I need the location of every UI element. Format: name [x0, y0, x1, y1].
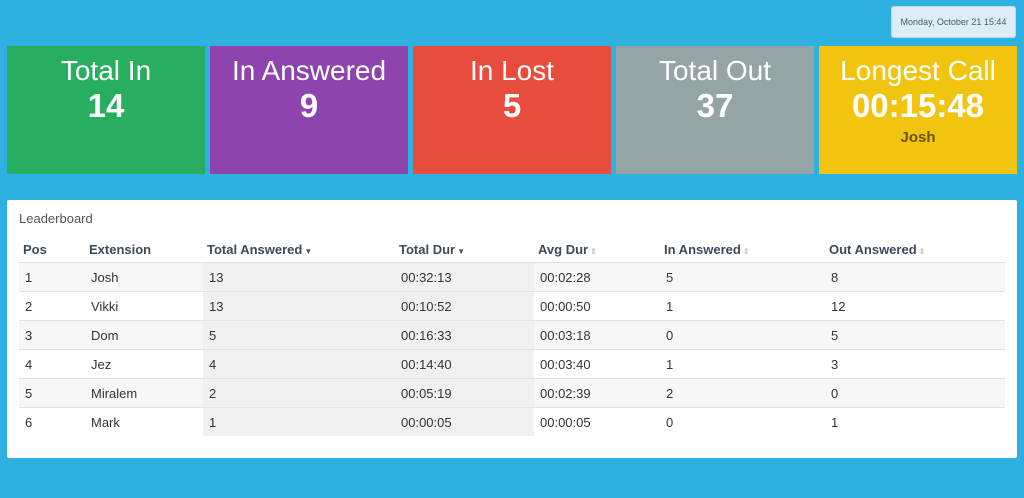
cell-in-answered: 0	[660, 407, 825, 436]
cell-pos: 6	[19, 407, 85, 436]
cell-total-answered: 13	[203, 262, 395, 292]
cell-pos: 1	[19, 262, 85, 292]
cell-out-answered: 0	[825, 378, 1005, 408]
table-row: 4 Jez 4 00:14:40 00:03:40 1 3	[19, 349, 1005, 379]
column-header-extension: Extension	[89, 241, 152, 257]
tile-total-out: Total Out 37	[616, 46, 814, 174]
cell-out-answered: 8	[825, 262, 1005, 292]
cell-extension: Dom	[85, 320, 203, 350]
tile-label: Longest Call	[840, 55, 996, 86]
cell-in-answered: 1	[660, 349, 825, 379]
tile-label: Total In	[60, 55, 152, 86]
tile-total-in: Total In 14	[7, 46, 205, 174]
cell-in-answered: 0	[660, 320, 825, 350]
leaderboard-table: Pos Extension Total Answered ▼ Total Dur ▼…	[19, 236, 1005, 436]
column-header-in-answered[interactable]: In Answered ⇕	[664, 241, 750, 257]
cell-avg-dur: 00:03:40	[534, 349, 660, 379]
cell-total-dur: 00:16:33	[395, 320, 534, 350]
cell-total-dur: 00:00:05	[395, 407, 534, 436]
sort-icon: ⇕	[742, 246, 750, 256]
cell-total-answered: 1	[203, 407, 395, 436]
table-header-row: Pos Extension Total Answered ▼ Total Dur ▼…	[19, 236, 1005, 263]
tile-subtext: Josh	[900, 129, 936, 146]
cell-in-answered: 5	[660, 262, 825, 292]
cell-total-dur: 00:14:40	[395, 349, 534, 379]
column-header-out-answered[interactable]: Out Answered ⇕	[829, 241, 926, 257]
cell-total-dur: 00:10:52	[395, 291, 534, 321]
leaderboard-panel: Leaderboard Pos Extension Total Answered…	[7, 200, 1017, 458]
cell-extension: Jez	[85, 349, 203, 379]
sort-desc-icon: ▼	[457, 246, 466, 256]
tile-in-answered: In Answered 9	[210, 46, 408, 174]
tile-value: 9	[299, 87, 319, 124]
tile-value: 14	[87, 87, 125, 124]
cell-avg-dur: 00:02:28	[534, 262, 660, 292]
panel-title: Leaderboard	[19, 211, 93, 226]
cell-extension: Vikki	[85, 291, 203, 321]
tile-in-lost: In Lost 5	[413, 46, 611, 174]
sort-icon: ⇕	[918, 246, 926, 256]
table-row: 1 Josh 13 00:32:13 00:02:28 5 8	[19, 262, 1005, 292]
column-header-total-dur[interactable]: Total Dur ▼	[399, 241, 466, 257]
tile-value: 5	[502, 87, 522, 124]
cell-total-answered: 4	[203, 349, 395, 379]
cell-avg-dur: 00:02:39	[534, 378, 660, 408]
cell-total-dur: 00:32:13	[395, 262, 534, 292]
tile-longest-call: Longest Call 00:15:48 Josh	[819, 46, 1017, 174]
cell-total-answered: 13	[203, 291, 395, 321]
tile-label: In Answered	[231, 55, 387, 86]
cell-out-answered: 3	[825, 349, 1005, 379]
table-row: 6 Mark 1 00:00:05 00:00:05 0 1	[19, 407, 1005, 436]
column-header-pos: Pos	[23, 241, 47, 257]
tile-label: In Lost	[469, 55, 555, 86]
cell-total-answered: 2	[203, 378, 395, 408]
cell-pos: 4	[19, 349, 85, 379]
cell-pos: 3	[19, 320, 85, 350]
datetime-display: Monday, October 21 15:44	[891, 6, 1016, 38]
cell-total-dur: 00:05:19	[395, 378, 534, 408]
column-header-avg-dur[interactable]: Avg Dur ⇕	[538, 241, 597, 257]
sort-desc-icon: ▼	[304, 246, 313, 256]
table-row: 2 Vikki 13 00:10:52 00:00:50 1 12	[19, 291, 1005, 321]
cell-out-answered: 12	[825, 291, 1005, 321]
cell-total-answered: 5	[203, 320, 395, 350]
tile-value: 00:15:48	[851, 87, 985, 124]
cell-in-answered: 1	[660, 291, 825, 321]
cell-out-answered: 5	[825, 320, 1005, 350]
cell-extension: Josh	[85, 262, 203, 292]
cell-pos: 2	[19, 291, 85, 321]
cell-avg-dur: 00:03:18	[534, 320, 660, 350]
cell-pos: 5	[19, 378, 85, 408]
sort-icon: ⇕	[590, 246, 597, 256]
table-row: 3 Dom 5 00:16:33 00:03:18 0 5	[19, 320, 1005, 350]
cell-extension: Miralem	[85, 378, 203, 408]
cell-out-answered: 1	[825, 407, 1005, 436]
column-header-total-answered[interactable]: Total Answered ▼	[207, 241, 313, 257]
cell-avg-dur: 00:00:50	[534, 291, 660, 321]
table-row: 5 Miralem 2 00:05:19 00:02:39 2 0	[19, 378, 1005, 408]
tile-label: Total Out	[658, 55, 772, 86]
cell-avg-dur: 00:00:05	[534, 407, 660, 436]
tile-value: 37	[696, 87, 734, 124]
cell-extension: Mark	[85, 407, 203, 436]
cell-in-answered: 2	[660, 378, 825, 408]
